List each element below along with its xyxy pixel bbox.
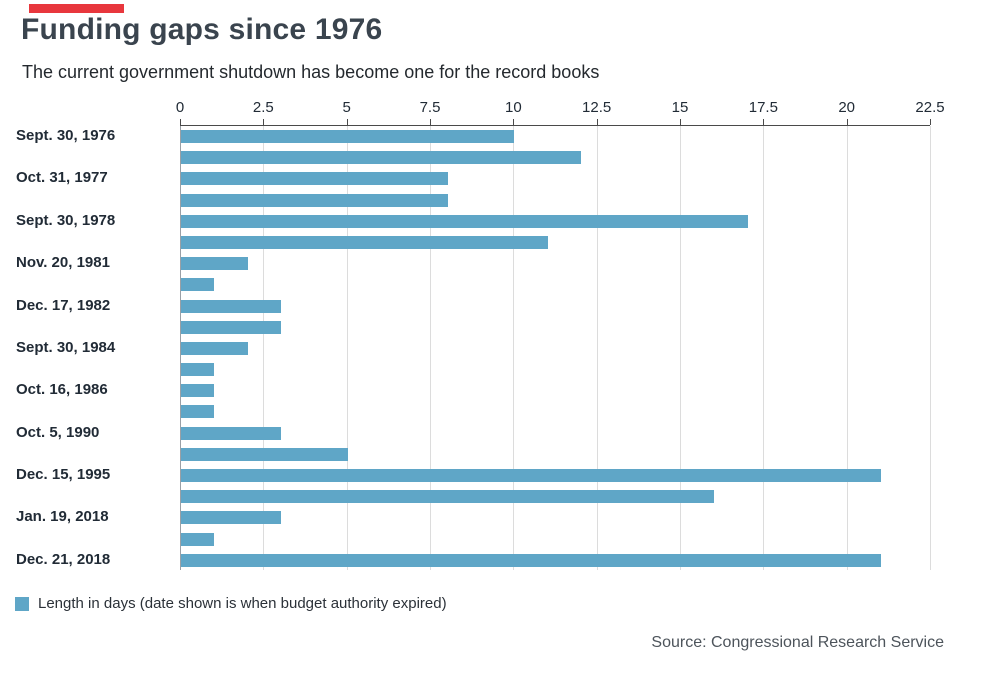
x-tick-mark: [680, 119, 681, 125]
x-axis: 0 2.5 5 7.5 10 12.5 15 17.5 20 22.5: [176, 98, 945, 125]
y-axis: Sept. 30, 1976 Oct. 31, 1977 Sept. 30, 197…: [0, 125, 170, 570]
x-tick-mark: [846, 119, 848, 125]
gridline: [596, 126, 598, 570]
y-axis-label: Dec. 15, 1995: [16, 466, 111, 484]
legend-label: Length in days (date shown is when budge…: [38, 595, 447, 612]
bar: [181, 257, 248, 271]
y-axis-label: Sept. 30, 1984: [16, 338, 116, 356]
bar: [181, 490, 715, 504]
bar: [181, 426, 281, 440]
source-credit: Source: Congressional Research Service: [651, 634, 944, 651]
gridline: [263, 126, 265, 570]
x-tick-label: 17.5: [748, 99, 778, 116]
gridline: [430, 126, 431, 570]
bar: [181, 511, 281, 525]
x-tick-label: 22.5: [915, 99, 945, 116]
gridline: [180, 126, 181, 570]
y-axis-label: Sept. 30, 1976: [16, 127, 116, 144]
chart-subtitle: The current government shutdown has beco…: [22, 62, 600, 82]
y-axis-label: Oct. 16, 1986: [16, 381, 108, 399]
bar: [181, 341, 248, 355]
page-title: Funding gaps since 1976: [21, 13, 383, 46]
y-axis-label: Oct. 5, 1990: [16, 423, 100, 441]
x-tick-mark: [263, 119, 265, 125]
x-tick-label: 15: [671, 99, 689, 116]
bar: [181, 532, 215, 546]
bar: [181, 214, 748, 228]
x-tick-label: 2.5: [252, 99, 274, 116]
bar: [181, 363, 215, 377]
brand-bar: [29, 4, 124, 13]
bar: [181, 447, 348, 461]
bar: [181, 235, 548, 249]
legend-swatch: [15, 596, 29, 611]
bar: [181, 320, 281, 334]
bar: [181, 384, 215, 398]
y-axis-label: Dec. 17, 1982: [16, 296, 111, 314]
x-tick-mark: [930, 119, 931, 125]
x-tick-mark: [180, 119, 181, 125]
gridline: [763, 126, 765, 570]
x-tick-mark: [430, 119, 431, 125]
y-axis-label: Jan. 19, 2018: [16, 508, 109, 526]
gridline: [680, 126, 681, 570]
bar-chart: 0 2.5 5 7.5 10 12.5 15 17.5 20 22.5 Sept. 30, 197…: [0, 98, 982, 570]
x-tick-mark: [596, 119, 598, 125]
bar: [181, 172, 448, 186]
x-tick-label: 5: [342, 99, 351, 116]
y-axis-label: Sept. 30, 1978: [16, 211, 116, 229]
bar: [181, 553, 881, 567]
gridline: [930, 126, 931, 570]
bar: [181, 130, 515, 143]
y-axis-label: Oct. 31, 1977: [16, 169, 108, 187]
gridline: [846, 126, 848, 570]
gridline: [513, 126, 515, 570]
x-tick-mark: [513, 119, 515, 125]
x-tick-label: 10: [504, 99, 522, 116]
gridline: [346, 126, 348, 570]
x-tick-mark: [346, 119, 348, 125]
bar: [181, 151, 581, 165]
bar: [181, 193, 448, 207]
bar: [181, 469, 881, 483]
plot-area: [180, 125, 931, 570]
x-tick-label: 20: [838, 99, 855, 116]
bar: [181, 299, 281, 313]
x-tick-label: 7.5: [419, 99, 441, 116]
legend: Length in days (date shown is when budge…: [15, 595, 447, 612]
y-axis-label: Dec. 21, 2018: [16, 550, 111, 568]
bar: [181, 405, 215, 419]
x-tick-mark: [763, 119, 765, 125]
x-tick-label: 0: [175, 99, 185, 116]
bar: [181, 278, 215, 292]
x-tick-label: 12.5: [582, 99, 612, 116]
y-axis-label: Nov. 20, 1981: [16, 254, 110, 272]
